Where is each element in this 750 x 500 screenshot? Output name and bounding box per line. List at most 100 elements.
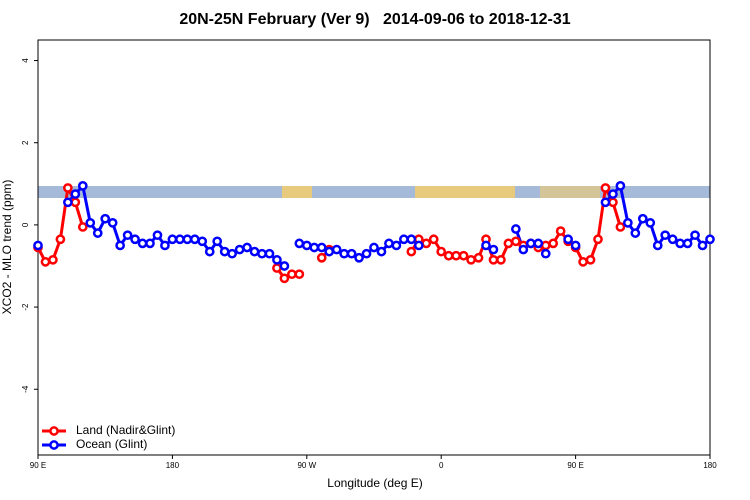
data-point	[376, 246, 387, 257]
data-point	[294, 269, 305, 280]
legend-marker	[49, 426, 59, 436]
data-point	[331, 244, 342, 255]
data-point	[354, 252, 364, 263]
data-point	[391, 240, 402, 251]
y-tick-label: -2	[21, 303, 30, 311]
data-point	[540, 240, 551, 251]
data-point	[428, 234, 439, 245]
data-point	[496, 254, 506, 265]
x-tick-label: 180	[703, 461, 717, 470]
data-point	[623, 217, 633, 228]
data-point	[660, 230, 671, 241]
data-point	[645, 217, 656, 228]
data-point	[593, 234, 603, 245]
data-point	[63, 183, 73, 193]
axes: -4 -2 0 2 4 90 E 180 90 W 0 90 E 180	[21, 58, 717, 470]
data-point	[40, 257, 51, 267]
data-point	[697, 240, 708, 251]
map-strip	[38, 186, 710, 198]
data-point	[511, 224, 521, 234]
data-point	[384, 238, 394, 249]
data-point	[466, 254, 476, 265]
data-point	[458, 250, 469, 261]
data-point	[413, 240, 424, 251]
data-point	[436, 246, 447, 257]
data-point	[167, 234, 178, 245]
data-point	[406, 246, 417, 257]
data-point	[600, 197, 611, 208]
data-point	[115, 240, 125, 251]
series-layer	[33, 181, 715, 284]
legend-marker	[49, 440, 59, 450]
data-point	[585, 254, 596, 265]
data-point	[608, 189, 618, 199]
data-point	[272, 254, 282, 265]
data-point	[316, 242, 327, 253]
data-point	[309, 242, 320, 253]
data-point	[204, 246, 215, 257]
data-point	[443, 250, 454, 261]
data-point	[473, 252, 484, 263]
data-point	[33, 240, 43, 251]
data-point	[287, 269, 297, 280]
data-point	[578, 257, 588, 267]
data-point	[705, 234, 715, 245]
data-point	[242, 242, 252, 253]
data-point	[555, 226, 566, 236]
data-point	[690, 230, 700, 241]
y-axis-title: XCO2 - MLO trend (ppm)	[0, 180, 14, 315]
data-point	[145, 238, 155, 249]
data-point	[219, 246, 230, 257]
data-point	[272, 263, 282, 273]
data-point	[346, 248, 357, 259]
data-point	[481, 240, 491, 251]
data-point	[503, 238, 514, 249]
legend-label: Land (Nadir&Glint)	[76, 423, 175, 437]
data-point	[600, 183, 611, 193]
data-point	[264, 248, 275, 259]
data-point	[615, 222, 626, 232]
data-point	[107, 217, 118, 228]
x-tick-label: 90 E	[30, 461, 46, 470]
data-point	[421, 238, 432, 249]
data-point	[55, 234, 66, 245]
y-tick-label: 4	[21, 58, 30, 63]
data-point	[369, 242, 379, 253]
legend-label: Ocean (Glint)	[76, 437, 147, 451]
data-point	[361, 248, 372, 259]
data-point	[339, 248, 349, 259]
y-tick-label: 0	[21, 222, 30, 227]
data-point	[451, 250, 461, 261]
x-axis-title: Longitude (deg E)	[327, 476, 422, 490]
data-point	[608, 197, 618, 208]
data-point	[130, 234, 140, 245]
data-point	[301, 240, 312, 251]
data-point	[77, 222, 88, 232]
data-point	[189, 234, 200, 245]
data-point	[48, 254, 58, 265]
data-point	[488, 244, 499, 255]
data-point	[563, 234, 573, 245]
data-point	[234, 244, 245, 255]
data-point	[406, 234, 417, 245]
x-tick-label: 0	[439, 461, 444, 470]
data-point	[652, 240, 663, 251]
data-point	[70, 197, 81, 208]
data-point	[667, 234, 678, 245]
y-tick-label: 2	[21, 140, 30, 145]
data-point	[630, 228, 641, 238]
legend: Land (Nadir&Glint)Ocean (Glint)	[42, 423, 175, 451]
data-point	[324, 246, 335, 257]
data-point	[122, 230, 133, 241]
data-point	[316, 252, 327, 263]
data-point	[100, 213, 111, 224]
data-point	[399, 234, 409, 245]
data-point	[279, 261, 290, 271]
data-point	[182, 234, 193, 245]
data-point	[227, 248, 237, 259]
data-point	[152, 230, 163, 241]
data-point	[197, 236, 208, 247]
data-point	[637, 213, 648, 224]
data-point	[92, 228, 103, 238]
